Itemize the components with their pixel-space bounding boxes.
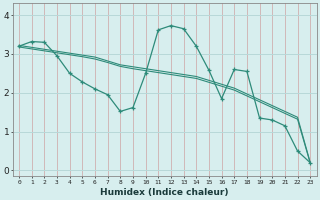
X-axis label: Humidex (Indice chaleur): Humidex (Indice chaleur) [100,188,229,197]
